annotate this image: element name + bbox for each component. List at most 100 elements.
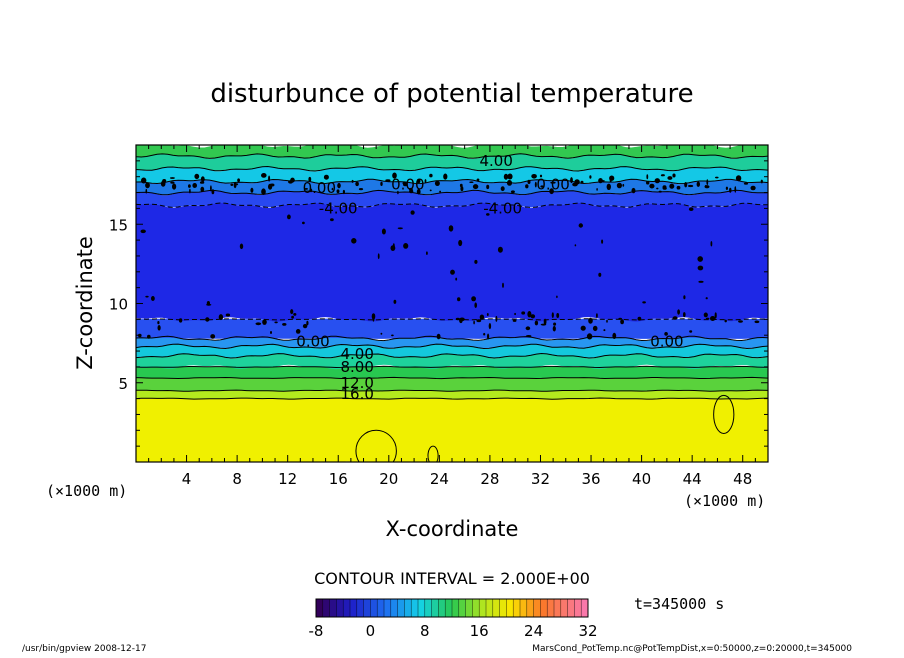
contour-label-0: 4.00 xyxy=(479,152,512,170)
noise-dot xyxy=(235,183,238,185)
band-8 xyxy=(136,202,768,321)
noise-dot xyxy=(287,215,291,220)
colorbar-cell xyxy=(534,599,541,617)
noise-dot xyxy=(473,321,475,325)
colorbar-cell xyxy=(452,599,459,617)
colorbar-cell xyxy=(425,599,432,617)
noise-dot xyxy=(157,321,159,324)
noise-dot xyxy=(426,251,428,255)
noise-dot xyxy=(355,182,359,186)
noise-dot xyxy=(706,179,708,185)
x-unit-left: (×1000 m) xyxy=(46,482,127,500)
colorbar-cell xyxy=(561,599,568,617)
colorbar-cell xyxy=(316,599,323,617)
noise-dot xyxy=(514,313,516,315)
noise-dot xyxy=(706,318,710,320)
noise-dot xyxy=(303,324,307,328)
noise-dot xyxy=(483,333,485,336)
noise-dot xyxy=(201,176,205,182)
noise-dot xyxy=(486,185,489,189)
colorbar-cell xyxy=(343,599,350,617)
colorbar: -8 0 8 16 24 32 xyxy=(309,599,598,640)
noise-dot xyxy=(141,178,146,184)
x-tick-label: 32 xyxy=(531,470,550,488)
noise-dot xyxy=(556,313,559,318)
contour-label-5: -4.00 xyxy=(483,199,522,217)
noise-dot xyxy=(589,175,591,178)
noise-dot xyxy=(596,188,598,191)
noise-dot xyxy=(212,189,215,194)
noise-dot xyxy=(151,296,155,301)
noise-dot xyxy=(570,177,573,183)
noise-dot xyxy=(189,189,191,194)
colorbar-cell xyxy=(493,599,500,617)
noise-dot xyxy=(460,186,463,191)
x-unit-right: (×1000 m) xyxy=(684,492,765,510)
x-tick-label: 48 xyxy=(733,470,752,488)
noise-dot xyxy=(291,316,294,319)
noise-dot xyxy=(587,333,592,339)
noise-dot xyxy=(600,180,605,182)
noise-dot xyxy=(677,309,680,314)
noise-dot xyxy=(240,244,243,250)
noise-dot xyxy=(618,318,622,320)
noise-dot xyxy=(425,179,427,183)
noise-dot xyxy=(673,316,678,320)
noise-dot xyxy=(480,315,484,320)
noise-dot xyxy=(581,326,586,331)
footer-right: MarsCond_PotTemp.nc@PotTempDist,x=0:5000… xyxy=(532,644,852,654)
noise-dot xyxy=(179,318,182,322)
noise-dot xyxy=(449,225,454,231)
colorbar-tick-label: 0 xyxy=(366,622,376,640)
noise-dot xyxy=(638,317,642,321)
y-axis-label: Z-coordinate xyxy=(73,236,97,370)
noise-dot xyxy=(255,322,261,325)
colorbar-cell xyxy=(479,599,486,617)
noise-dot xyxy=(141,230,146,234)
noise-dot xyxy=(302,222,305,225)
noise-dot xyxy=(617,183,622,189)
noise-dot xyxy=(736,175,741,181)
footer-left: /usr/bin/gpview 2008-12-17 xyxy=(22,644,146,654)
noise-dot xyxy=(751,186,756,191)
contour-label-1: 0.00 xyxy=(303,179,336,197)
noise-dot xyxy=(501,186,505,191)
noise-dot xyxy=(457,297,460,301)
noise-dot xyxy=(270,331,272,334)
contour-label-7: 0.00 xyxy=(650,333,683,351)
noise-dot xyxy=(158,325,161,331)
noise-dot xyxy=(487,334,489,340)
noise-dot xyxy=(663,187,667,190)
colorbar-cell xyxy=(506,599,513,617)
noise-dot xyxy=(688,185,693,187)
colorbar-cell xyxy=(527,599,534,617)
noise-dot xyxy=(237,178,240,182)
plot-area: 4.000.00 0.00 0.00-4.00 -4.000.00 0.004.008.… xyxy=(109,142,768,488)
noise-dot xyxy=(761,180,763,184)
noise-dot xyxy=(205,317,209,321)
colorbar-cell xyxy=(432,599,439,617)
noise-dot xyxy=(588,318,593,324)
noise-dot xyxy=(521,311,525,314)
colorbar-cell xyxy=(472,599,479,617)
noise-dot xyxy=(704,313,708,318)
x-tick-label: 12 xyxy=(278,470,297,488)
x-tick-label: 24 xyxy=(430,470,449,488)
noise-dot xyxy=(610,179,612,183)
noise-dot xyxy=(411,210,415,214)
colorbar-cell xyxy=(384,599,391,617)
noise-dot xyxy=(477,179,480,182)
x-tick-label: 16 xyxy=(329,470,348,488)
noise-dot xyxy=(711,241,713,246)
noise-dot xyxy=(498,247,503,253)
noise-dot xyxy=(230,184,233,186)
noise-dot xyxy=(710,316,715,321)
contour-bands xyxy=(136,142,768,462)
figure: disturbunce of potential temperature 4.0… xyxy=(0,0,904,654)
noise-dot xyxy=(471,296,476,301)
noise-dot xyxy=(172,184,176,190)
noise-dot xyxy=(603,329,605,331)
noise-dot xyxy=(556,296,558,299)
contour-interval: CONTOUR INTERVAL = 2.000E+00 xyxy=(314,569,590,588)
contour-label-11: 16.0 xyxy=(340,385,373,403)
